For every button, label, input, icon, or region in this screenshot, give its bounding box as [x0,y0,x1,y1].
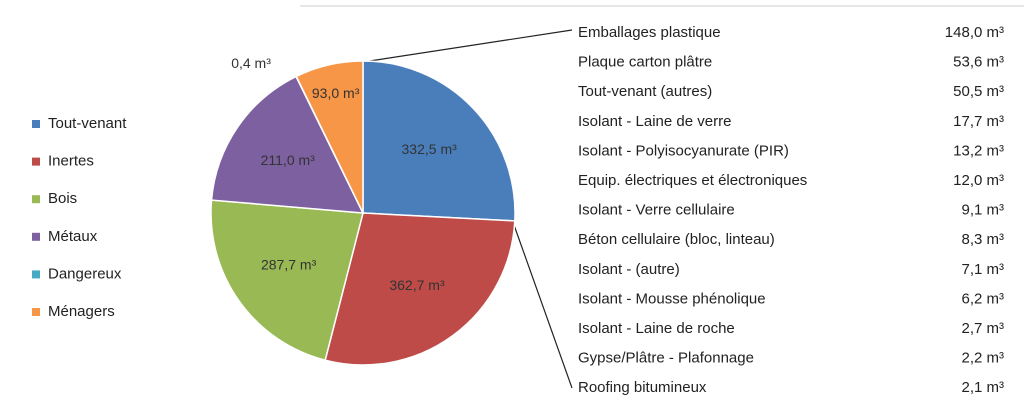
legend-label: Métaux [48,228,98,245]
breakdown-name: Isolant - Laine de roche [578,320,735,337]
legend-label: Ménagers [48,303,115,320]
data-label: 362,7 m³ [389,277,445,293]
breakdown-value: 6,2 m³ [961,290,1004,307]
data-label: 211,0 m³ [261,152,316,168]
legend-label: Dangereux [48,265,122,282]
leader-line [362,29,573,63]
breakdown-value: 12,0 m³ [953,172,1004,189]
pie-slice [324,212,516,366]
breakdown-name: Isolant - Polyisocyanurate (PIR) [578,142,789,159]
legend-swatch [32,120,40,128]
data-label: 287,7 m³ [261,256,317,272]
breakdown-value: 148,0 m³ [945,24,1004,41]
breakdown-name: Béton cellulaire (bloc, linteau) [578,231,775,248]
legend-label: Bois [48,190,77,207]
breakdown-name: Isolant - Mousse phénolique [578,290,766,307]
leader-line [513,224,573,389]
breakdown-value: 17,7 m³ [953,113,1004,130]
legend-swatch [32,270,40,279]
pie-slice [210,75,365,214]
data-label: 0,4 m³ [231,55,271,71]
breakdown-value: 2,1 m³ [961,379,1004,396]
breakdown-value: 50,5 m³ [953,83,1004,100]
breakdown-name: Tout-venant (autres) [578,83,712,100]
breakdown-name: Gypse/Plâtre - Plafonnage [578,350,754,367]
breakdown-name: Plaque carton plâtre [578,54,712,71]
breakdown-value: 2,7 m³ [961,320,1004,337]
breakdown-value: 53,6 m³ [953,54,1004,71]
breakdown-name: Isolant - Verre cellulaire [578,202,735,219]
breakdown-value: 13,2 m³ [953,142,1004,159]
breakdown-name: Emballages plastique [578,24,721,41]
pie-slice [295,60,364,214]
breakdown-value: 7,1 m³ [961,261,1004,278]
breakdown-value: 8,3 m³ [961,231,1004,248]
data-label: 332,5 m³ [402,141,458,157]
legend-label: Inertes [48,153,94,170]
legend-swatch [32,157,40,166]
pie-slice [362,60,516,222]
pie-slice [210,199,364,362]
legend-swatch [32,195,40,204]
breakdown-name: Isolant - Laine de verre [578,113,731,130]
breakdown-name: Isolant - (autre) [578,261,680,278]
data-label: 93,0 m³ [312,85,360,101]
breakdown-name: Roofing bitumineux [578,379,707,396]
breakdown-name: Equip. électriques et électroniques [578,172,807,189]
breakdown-value: 9,1 m³ [961,202,1004,219]
legend-swatch [32,232,40,241]
breakdown-value: 2,2 m³ [961,350,1004,367]
legend-swatch [32,308,40,316]
legend-label: Tout-venant [48,115,127,132]
